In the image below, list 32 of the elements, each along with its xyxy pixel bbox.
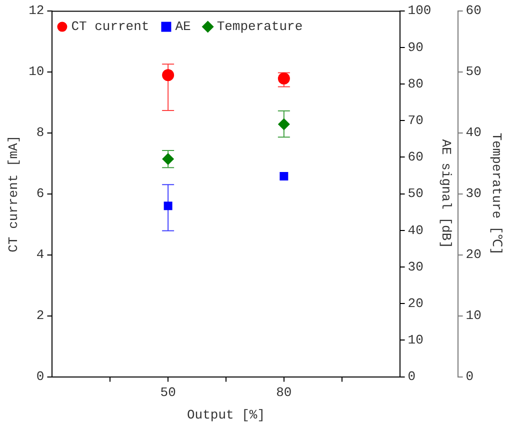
x-axis-title: Output [%] bbox=[186, 408, 266, 423]
y2-tick-label: 60 bbox=[408, 150, 424, 165]
legend-label: AE bbox=[175, 19, 192, 34]
y-tick-label: 4 bbox=[36, 247, 44, 262]
y2-tick-label: 20 bbox=[408, 296, 424, 312]
y2-tick-label: 80 bbox=[408, 76, 424, 92]
y-tick-label: 6 bbox=[36, 186, 44, 202]
y2-tick-label: 0 bbox=[408, 369, 416, 384]
y3-tick-label: 30 bbox=[466, 186, 482, 202]
y2-tick-label: 70 bbox=[408, 113, 424, 128]
y3-tick-label: 20 bbox=[466, 247, 482, 262]
y2-tick-label: 100 bbox=[408, 3, 432, 18]
y2-tick-label: 40 bbox=[408, 222, 424, 238]
legend-label: CT current bbox=[71, 19, 150, 34]
y-tick-label: 10 bbox=[28, 64, 44, 80]
y3-tick-label: 0 bbox=[466, 369, 474, 384]
y3-tick-label: 40 bbox=[466, 125, 482, 140]
y2-tick-label: 10 bbox=[408, 332, 424, 348]
y3-tick-label: 50 bbox=[466, 64, 482, 80]
y-axis-title: CT current [mA] bbox=[6, 135, 22, 252]
legend-label: Temperature bbox=[216, 19, 303, 34]
y2-tick-label: 90 bbox=[408, 40, 424, 55]
y3-tick-label: 60 bbox=[466, 3, 482, 18]
y-tick-label: 0 bbox=[36, 369, 44, 384]
y2-tick-label: 50 bbox=[408, 186, 424, 202]
y2-axis-title: AE signal [dB] bbox=[438, 139, 454, 248]
y3-tick-label: 10 bbox=[466, 308, 482, 324]
y2-tick-label: 30 bbox=[408, 259, 424, 274]
y3-axis-title: Temperature [℃] bbox=[488, 132, 504, 255]
y-tick-label: 8 bbox=[36, 125, 44, 140]
y-tick-label: 2 bbox=[36, 308, 44, 324]
y-tick-label: 12 bbox=[28, 3, 44, 18]
